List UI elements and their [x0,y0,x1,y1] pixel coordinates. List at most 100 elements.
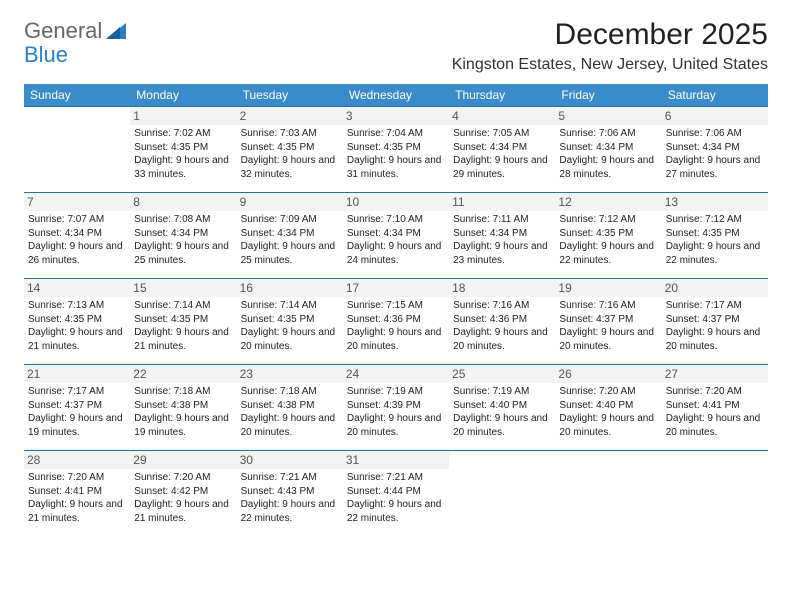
weekday-header: Wednesday [343,84,449,107]
day-number: 30 [237,451,343,469]
sunset-text: Sunset: 4:34 PM [666,141,764,155]
brand-part2: Blue [24,42,68,68]
day-number: 14 [24,279,130,297]
calendar-day-cell: 4Sunrise: 7:05 AMSunset: 4:34 PMDaylight… [449,107,555,193]
daylight-text: Daylight: 9 hours and 20 minutes. [559,326,657,353]
daylight-text: Daylight: 9 hours and 19 minutes. [28,412,126,439]
brand-part1: General [24,18,102,44]
calendar-day-cell: 26Sunrise: 7:20 AMSunset: 4:40 PMDayligh… [555,365,661,451]
weekday-header: Friday [555,84,661,107]
sunset-text: Sunset: 4:38 PM [241,399,339,413]
calendar-day-cell: 17Sunrise: 7:15 AMSunset: 4:36 PMDayligh… [343,279,449,365]
calendar-day-cell [449,451,555,537]
title-block: December 2025 Kingston Estates, New Jers… [452,18,768,74]
day-number: 11 [449,193,555,211]
weekday-header: Saturday [662,84,768,107]
calendar-week-row: 28Sunrise: 7:20 AMSunset: 4:41 PMDayligh… [24,451,768,537]
calendar-day-cell: 12Sunrise: 7:12 AMSunset: 4:35 PMDayligh… [555,193,661,279]
calendar-day-cell: 3Sunrise: 7:04 AMSunset: 4:35 PMDaylight… [343,107,449,193]
daylight-text: Daylight: 9 hours and 22 minutes. [666,240,764,267]
calendar-day-cell: 1Sunrise: 7:02 AMSunset: 4:35 PMDaylight… [130,107,236,193]
daylight-text: Daylight: 9 hours and 22 minutes. [559,240,657,267]
header: General December 2025 Kingston Estates, … [24,18,768,74]
calendar-day-cell: 27 Sunrise: 7:20 AMSunset: 4:41 PMDayligh… [662,365,768,451]
sunset-text: Sunset: 4:37 PM [666,313,764,327]
sunrise-text: Sunrise: 7:11 AM [453,213,551,227]
sunset-text: Sunset: 4:35 PM [28,313,126,327]
weekday-header: Thursday [449,84,555,107]
sunset-text: Sunset: 4:40 PM [559,399,657,413]
sunset-text: Sunset: 4:34 PM [241,227,339,241]
daylight-text: Daylight: 9 hours and 26 minutes. [28,240,126,267]
day-number: 1 [130,107,236,125]
sunset-text: Sunset: 4:43 PM [241,485,339,499]
day-number: 9 [237,193,343,211]
calendar-day-cell: 2Sunrise: 7:03 AMSunset: 4:35 PMDaylight… [237,107,343,193]
sunset-text: Sunset: 4:44 PM [347,485,445,499]
sunset-text: Sunset: 4:34 PM [347,227,445,241]
calendar-day-cell: 16Sunrise: 7:14 AMSunset: 4:35 PMDayligh… [237,279,343,365]
sunrise-text: Sunrise: 7:18 AM [134,385,232,399]
daylight-text: Daylight: 9 hours and 21 minutes. [134,498,232,525]
day-number: 12 [555,193,661,211]
calendar-day-cell [662,451,768,537]
brand-triangle-icon [106,23,126,39]
sunset-text: Sunset: 4:41 PM [28,485,126,499]
sunrise-text: Sunrise: 7:17 AM [28,385,126,399]
daylight-text: Daylight: 9 hours and 20 minutes. [666,326,764,353]
day-number: 26 [555,365,661,383]
sunset-text: Sunset: 4:37 PM [559,313,657,327]
calendar-day-cell: 24Sunrise: 7:19 AMSunset: 4:39 PMDayligh… [343,365,449,451]
day-number: 8 [130,193,236,211]
calendar-day-cell: 9Sunrise: 7:09 AMSunset: 4:34 PMDaylight… [237,193,343,279]
sunrise-text: Sunrise: 7:06 AM [559,127,657,141]
daylight-text: Daylight: 9 hours and 20 minutes. [666,412,764,439]
sunset-text: Sunset: 4:34 PM [28,227,126,241]
day-number: 2 [237,107,343,125]
sunrise-text: Sunrise: 7:02 AM [134,127,232,141]
daylight-text: Daylight: 9 hours and 19 minutes. [134,412,232,439]
calendar-day-cell: 20Sunrise: 7:17 AMSunset: 4:37 PMDayligh… [662,279,768,365]
sunrise-text: Sunrise: 7:06 AM [666,127,764,141]
calendar-day-cell: 7Sunrise: 7:07 AMSunset: 4:34 PMDaylight… [24,193,130,279]
calendar-table: Sunday Monday Tuesday Wednesday Thursday… [24,84,768,537]
calendar-day-cell [555,451,661,537]
sunset-text: Sunset: 4:35 PM [666,227,764,241]
weekday-header: Monday [130,84,236,107]
sunset-text: Sunset: 4:42 PM [134,485,232,499]
sunset-text: Sunset: 4:40 PM [453,399,551,413]
daylight-text: Daylight: 9 hours and 20 minutes. [241,412,339,439]
calendar-day-cell: 18Sunrise: 7:16 AMSunset: 4:36 PMDayligh… [449,279,555,365]
day-number: 31 [343,451,449,469]
calendar-day-cell: 5Sunrise: 7:06 AMSunset: 4:34 PMDaylight… [555,107,661,193]
sunset-text: Sunset: 4:35 PM [347,141,445,155]
sunset-text: Sunset: 4:41 PM [666,399,764,413]
day-number: 24 [343,365,449,383]
daylight-text: Daylight: 9 hours and 24 minutes. [347,240,445,267]
sunset-text: Sunset: 4:35 PM [559,227,657,241]
sunset-text: Sunset: 4:37 PM [28,399,126,413]
daylight-text: Daylight: 9 hours and 20 minutes. [453,326,551,353]
daylight-text: Daylight: 9 hours and 29 minutes. [453,154,551,181]
daylight-text: Daylight: 9 hours and 23 minutes. [453,240,551,267]
sunrise-text: Sunrise: 7:17 AM [666,299,764,313]
calendar-day-cell: 8Sunrise: 7:08 AMSunset: 4:34 PMDaylight… [130,193,236,279]
daylight-text: Daylight: 9 hours and 21 minutes. [134,326,232,353]
calendar-day-cell: 14Sunrise: 7:13 AMSunset: 4:35 PMDayligh… [24,279,130,365]
day-number: 23 [237,365,343,383]
month-title: December 2025 [452,18,768,52]
calendar-week-row: 21Sunrise: 7:17 AMSunset: 4:37 PMDayligh… [24,365,768,451]
calendar-day-cell: 22Sunrise: 7:18 AMSunset: 4:38 PMDayligh… [130,365,236,451]
sunrise-text: Sunrise: 7:20 AM [559,385,657,399]
day-number: 21 [24,365,130,383]
sunset-text: Sunset: 4:34 PM [453,227,551,241]
daylight-text: Daylight: 9 hours and 28 minutes. [559,154,657,181]
day-number: 13 [662,193,768,211]
calendar-day-cell: 29Sunrise: 7:20 AMSunset: 4:42 PMDayligh… [130,451,236,537]
calendar-day-cell: 28Sunrise: 7:20 AMSunset: 4:41 PMDayligh… [24,451,130,537]
day-number: 19 [555,279,661,297]
calendar-day-cell: 11 Sunrise: 7:11 AMSunset: 4:34 PMDayligh… [449,193,555,279]
daylight-text: Daylight: 9 hours and 22 minutes. [347,498,445,525]
sunrise-text: Sunrise: 7:20 AM [666,385,764,399]
day-number: 27 [662,365,768,383]
